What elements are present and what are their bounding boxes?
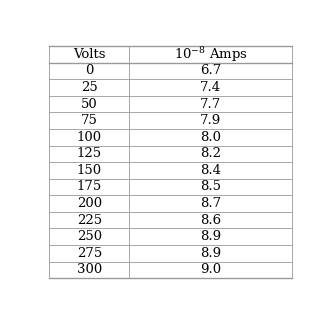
Text: $10^{-8}$ Amps: $10^{-8}$ Amps (174, 45, 248, 64)
Text: 8.2: 8.2 (200, 147, 221, 160)
Text: 6.7: 6.7 (200, 64, 221, 77)
Text: 0: 0 (85, 64, 94, 77)
Text: 125: 125 (77, 147, 102, 160)
Text: 8.5: 8.5 (200, 180, 221, 194)
Text: 8.9: 8.9 (200, 230, 221, 243)
Text: 225: 225 (77, 214, 102, 227)
Text: 50: 50 (81, 98, 98, 110)
Text: 100: 100 (77, 131, 102, 144)
Text: Volts: Volts (73, 48, 106, 61)
Text: 8.6: 8.6 (200, 214, 221, 227)
Text: 7.4: 7.4 (200, 81, 221, 94)
Text: 8.4: 8.4 (200, 164, 221, 177)
Text: 250: 250 (77, 230, 102, 243)
Text: 175: 175 (77, 180, 102, 194)
Text: 7.7: 7.7 (200, 98, 221, 110)
Text: 25: 25 (81, 81, 98, 94)
Text: 7.9: 7.9 (200, 114, 221, 127)
Text: 300: 300 (77, 264, 102, 276)
Text: 275: 275 (77, 247, 102, 260)
Text: 8.7: 8.7 (200, 197, 221, 210)
Text: 8.9: 8.9 (200, 247, 221, 260)
Text: 200: 200 (77, 197, 102, 210)
Text: 150: 150 (77, 164, 102, 177)
Text: 8.0: 8.0 (200, 131, 221, 144)
Text: 9.0: 9.0 (200, 264, 221, 276)
Text: 75: 75 (81, 114, 98, 127)
